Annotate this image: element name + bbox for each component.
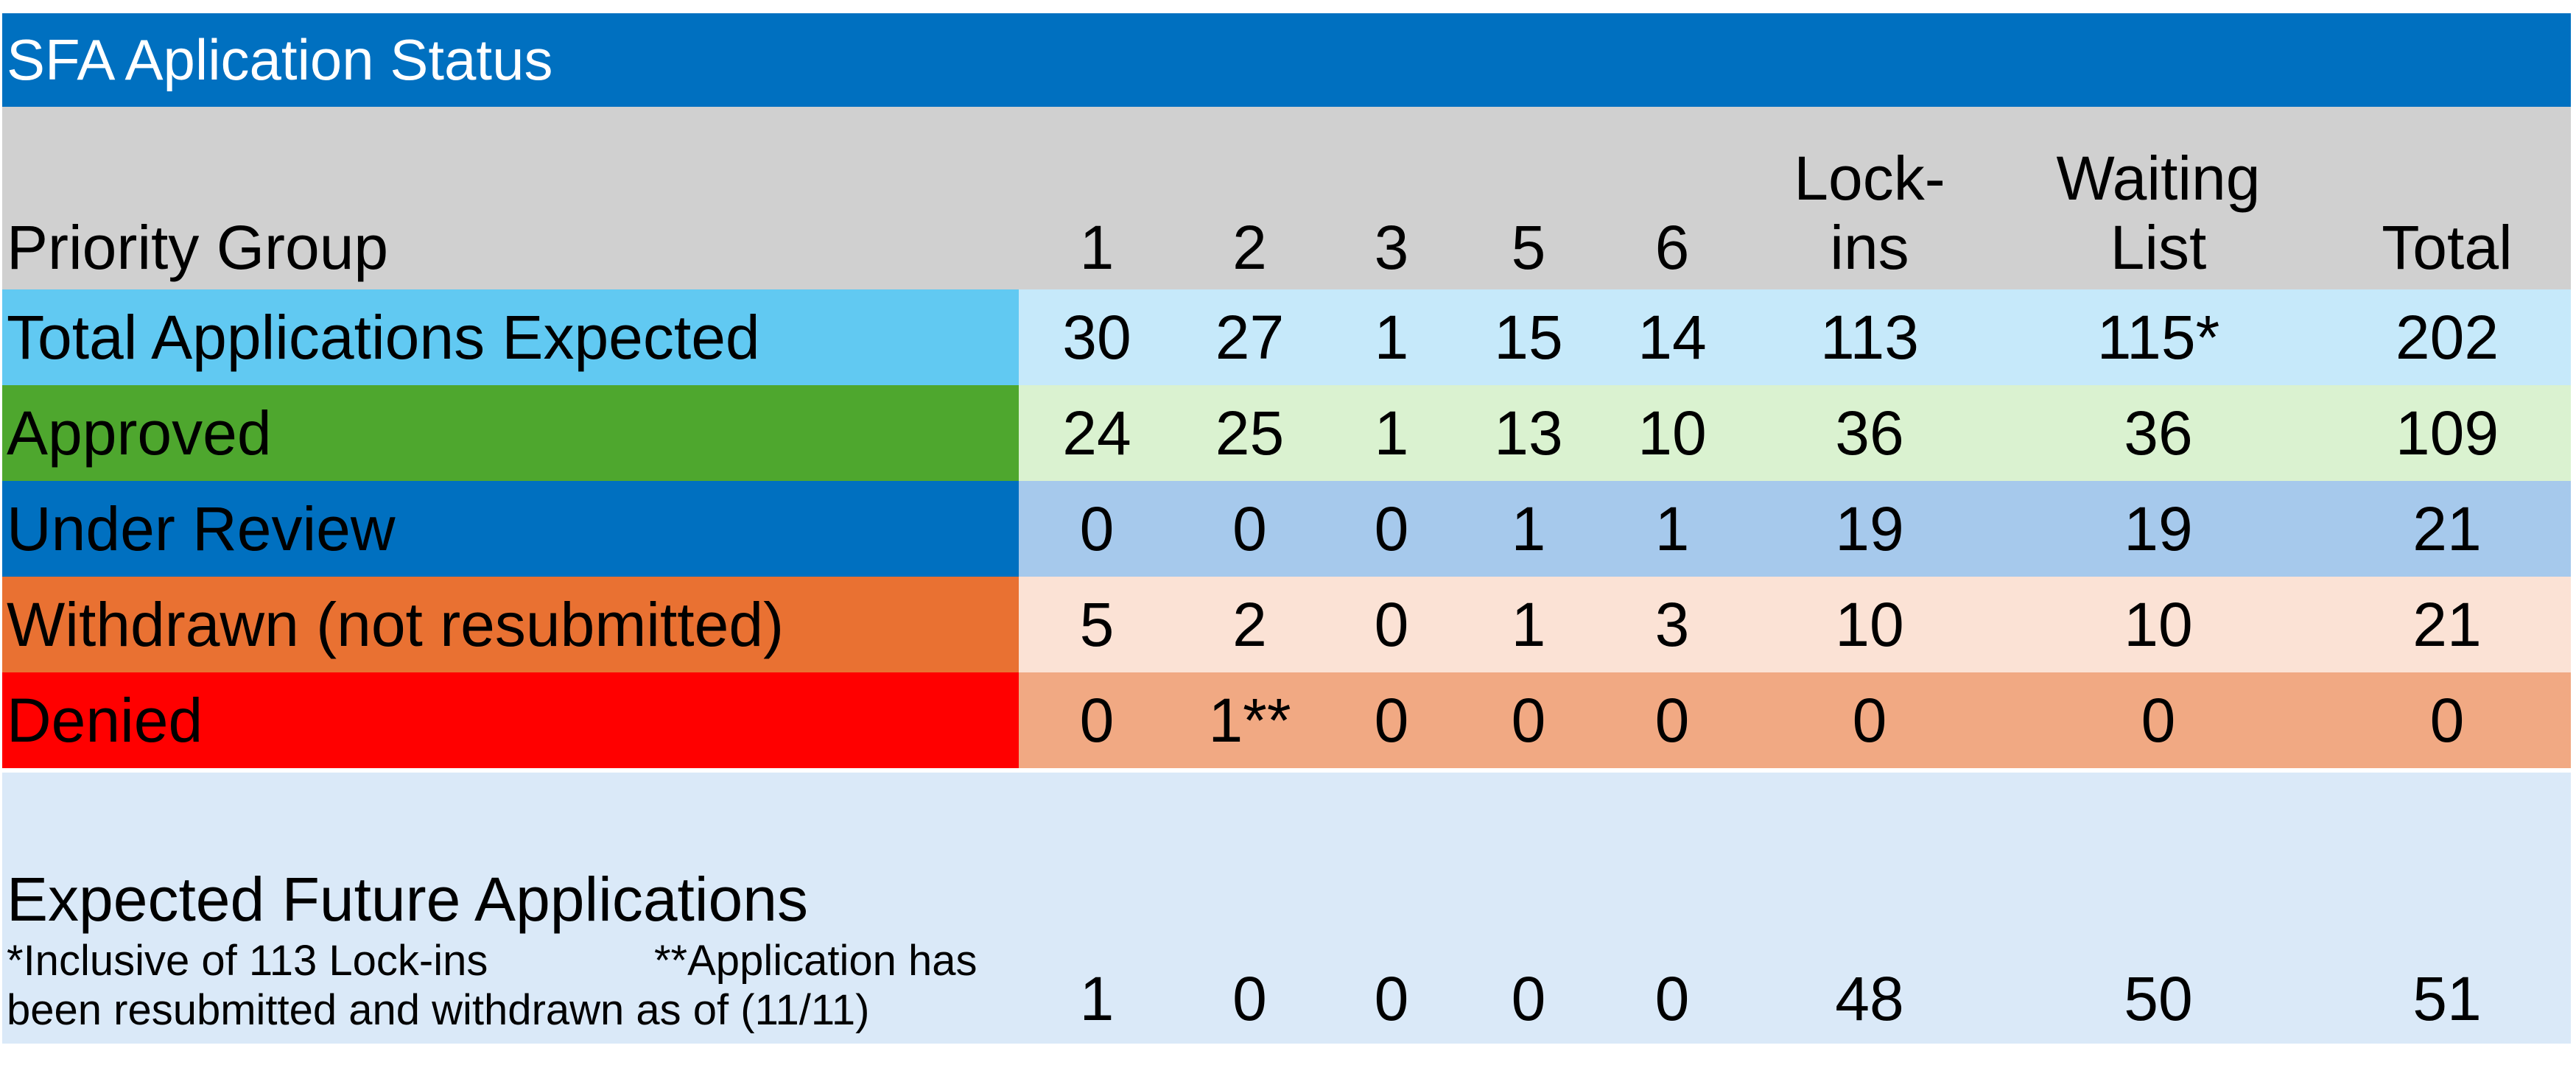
row-label: Withdrawn (not resubmitted) xyxy=(2,577,1019,672)
table-cell: 5 xyxy=(1019,577,1175,672)
table-cell: 0 xyxy=(1175,481,1324,577)
table-cell: 0 xyxy=(1993,672,2323,768)
row-label: Total Applications Expected xyxy=(2,289,1019,385)
table-cell: 1 xyxy=(1459,481,1598,577)
row-label: Denied xyxy=(2,672,1019,768)
table-cell: 13 xyxy=(1459,385,1598,481)
table-cell: 27 xyxy=(1175,289,1324,385)
table-cell: 0 xyxy=(1324,672,1459,768)
table-cell: 3 xyxy=(1598,577,1746,672)
column-header: Waiting List xyxy=(2056,144,2261,282)
column-header: 1 xyxy=(1079,213,1115,282)
column-header: 3 xyxy=(1374,213,1409,282)
table-cell: 1 xyxy=(1079,964,1115,1033)
table-cell: 1 xyxy=(1459,577,1598,672)
column-header: 6 xyxy=(1654,213,1690,282)
table-cell: 10 xyxy=(1598,385,1746,481)
table-cell: 30 xyxy=(1019,289,1175,385)
table-cell: 50 xyxy=(2124,964,2193,1033)
table-cell: 0 xyxy=(1374,964,1409,1033)
table-cell: 14 xyxy=(1598,289,1746,385)
table-cell: 1 xyxy=(1598,481,1746,577)
table-title: SFA Aplication Status xyxy=(2,13,2571,107)
future-label: Expected Future Applications xyxy=(7,865,808,934)
table-row: Denied 0 1** 0 0 0 0 0 0 xyxy=(2,672,2571,768)
table-cell: 109 xyxy=(2323,385,2571,481)
table-row: Withdrawn (not resubmitted) 5 2 0 1 3 10 10 21 xyxy=(2,577,2571,672)
table-cell: 0 xyxy=(1324,481,1459,577)
column-header: 2 xyxy=(1232,213,1267,282)
table-row: Under Review 0 0 0 1 1 19 19 21 xyxy=(2,481,2571,577)
header-label: Priority Group xyxy=(7,213,389,282)
table-cell: 202 xyxy=(2323,289,2571,385)
table-cell: 0 xyxy=(1459,672,1598,768)
column-header: Lock- ins xyxy=(1794,144,1945,282)
footnote: *Inclusive of 113 Lock-ins **Application… xyxy=(7,937,989,1034)
table-cell: 1** xyxy=(1175,672,1324,768)
table-cell: 0 xyxy=(1746,672,1993,768)
table-cell: 1 xyxy=(1324,385,1459,481)
table-cell: 36 xyxy=(1746,385,1993,481)
column-header: Total xyxy=(2382,213,2513,282)
table-row: Approved 24 25 1 13 10 36 36 109 xyxy=(2,385,2571,481)
table-cell: 36 xyxy=(1993,385,2323,481)
table-cell: 21 xyxy=(2323,577,2571,672)
table-cell: 1 xyxy=(1324,289,1459,385)
table-row: Total Applications Expected 30 27 1 15 14 113 1… xyxy=(2,289,2571,385)
table-cell: 19 xyxy=(1993,481,2323,577)
table-cell: 10 xyxy=(1746,577,1993,672)
column-header: 5 xyxy=(1511,213,1546,282)
table-cell: 0 xyxy=(2323,672,2571,768)
table-cell: 21 xyxy=(2323,481,2571,577)
row-label: Approved xyxy=(2,385,1019,481)
row-label: Under Review xyxy=(2,481,1019,577)
table-cell: 51 xyxy=(2412,964,2482,1033)
table-cell: 113 xyxy=(1746,289,1993,385)
table-cell: 115* xyxy=(1993,289,2323,385)
table-cell: 0 xyxy=(1019,481,1175,577)
table-cell: 0 xyxy=(1232,964,1267,1033)
table-cell: 0 xyxy=(1511,964,1546,1033)
future-label-cell: Expected Future Applications *Inclusive … xyxy=(2,773,1019,1044)
table-cell: 0 xyxy=(1654,964,1690,1033)
header-row: Priority Group 1 2 3 5 6 Lock- ins Waiting Lis… xyxy=(2,107,2571,289)
table-cell: 10 xyxy=(1993,577,2323,672)
table-cell: 19 xyxy=(1746,481,1993,577)
table-cell: 25 xyxy=(1175,385,1324,481)
table-cell: 0 xyxy=(1019,672,1175,768)
table-cell: 0 xyxy=(1324,577,1459,672)
table-cell: 24 xyxy=(1019,385,1175,481)
future-row: Expected Future Applications *Inclusive … xyxy=(2,773,2571,1044)
table-cell: 15 xyxy=(1459,289,1598,385)
table-cell: 0 xyxy=(1598,672,1746,768)
table-cell: 48 xyxy=(1835,964,1904,1033)
table-cell: 2 xyxy=(1175,577,1324,672)
